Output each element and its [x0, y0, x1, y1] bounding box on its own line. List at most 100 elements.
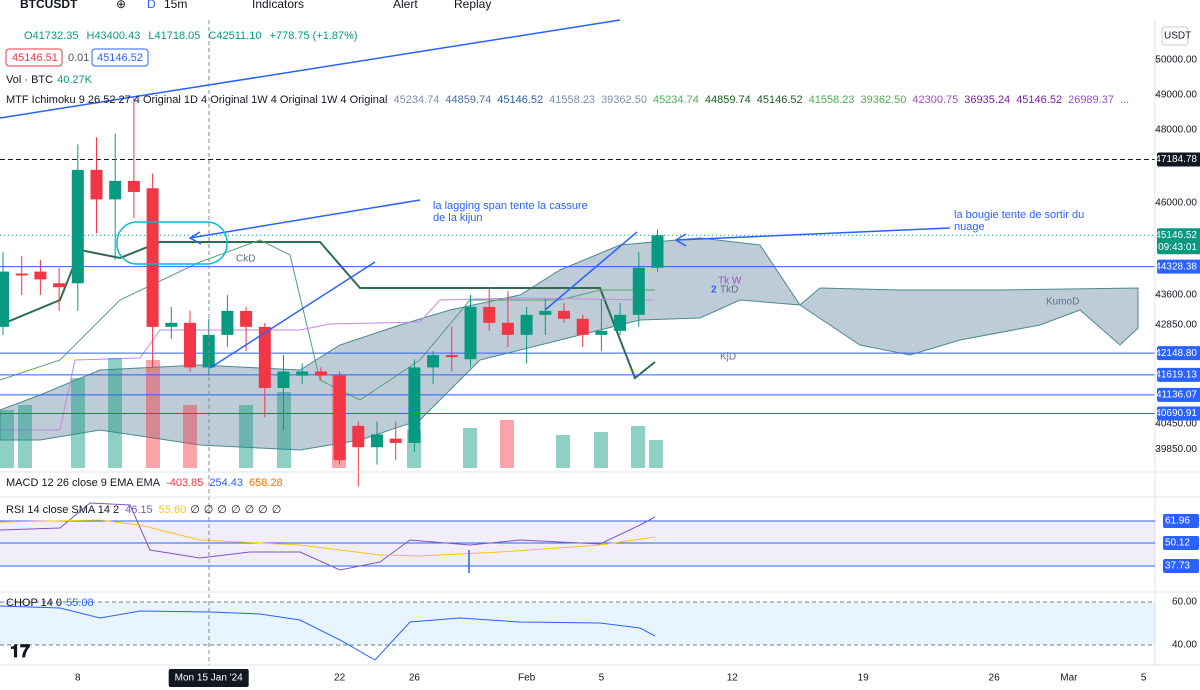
annotation: la lagging span tente la cassure [433, 200, 588, 212]
candle-body [34, 271, 47, 280]
candle-body [558, 310, 570, 319]
rsi-extra: ∅ [231, 504, 241, 516]
candle-body [389, 438, 402, 443]
ichimoku-value: 45146.52 [757, 94, 803, 106]
macd-value: 254.43 [209, 477, 243, 489]
volume: Vol · BTC [6, 74, 53, 86]
chop-tick-label: 60.00 [1172, 597, 1197, 608]
price-label: 44328.38 [1155, 261, 1197, 272]
price-label-box [1157, 259, 1200, 274]
candle-body [109, 180, 122, 200]
macd-value: 658.28 [249, 477, 283, 489]
chart-label: KumoD [1046, 297, 1079, 308]
candle-body [258, 326, 271, 389]
annotation: de la kijun [433, 212, 483, 224]
price-label: 45146.52 [1155, 230, 1197, 241]
date-label: 5 [599, 673, 605, 684]
chop-title: CHOP 14 0 [6, 597, 62, 609]
currency[interactable]: USDT [1164, 31, 1191, 42]
ichimoku-value: 36935.24 [964, 94, 1010, 106]
rsi-extra: ∅ [245, 504, 255, 516]
ask[interactable]: 45146.52 [97, 52, 143, 64]
arrow-line [189, 199, 421, 239]
candle-body [408, 367, 421, 443]
add-button[interactable]: ⊕ [116, 0, 126, 11]
candle-body [595, 330, 608, 335]
buy-box[interactable] [91, 48, 149, 67]
macd-value: -403.85 [166, 477, 203, 489]
replay[interactable]: Replay [454, 0, 491, 11]
candle-body [127, 180, 140, 192]
candle-body [632, 267, 645, 315]
symbol[interactable]: BTCUSDT [20, 0, 78, 11]
chart-label: 2 [711, 285, 717, 296]
ichimoku-value: 45146.52 [1016, 94, 1062, 106]
rsi-level-box [1163, 514, 1199, 529]
candle-body [0, 271, 9, 327]
candle-body [427, 355, 440, 368]
kijun-line [0, 241, 656, 380]
cursor-label: Mon 15 Jan '24 [175, 673, 244, 684]
countdown: 09:43:01 [1158, 242, 1197, 253]
ichimoku-value: 39362.50 [861, 94, 907, 106]
price-tick-label: 40450.00 [1155, 418, 1197, 429]
candle-body [333, 375, 346, 461]
price-label: 41619.13 [1155, 369, 1197, 380]
ichimoku-value: 45234.74 [653, 94, 699, 106]
candle-body [240, 310, 253, 327]
price-tick-label: 43600.00 [1155, 290, 1197, 301]
date-label: Mar [1060, 673, 1078, 684]
trend-line [0, 19, 621, 119]
chart-label: CkD [236, 254, 255, 265]
ichimoku-value: ... [1120, 94, 1129, 106]
sell-box[interactable] [5, 48, 63, 67]
candle-body [520, 314, 533, 335]
ichimoku-value: 42300.75 [912, 94, 958, 106]
price-label: 42148.80 [1155, 348, 1197, 359]
candle-body [277, 371, 290, 389]
ohlc: L41718.05 [148, 30, 200, 42]
rsi-value: 46.15 [125, 504, 153, 516]
trend-line [209, 261, 376, 369]
price-label-box [1157, 346, 1200, 361]
chart-label: KjD [720, 352, 736, 363]
currency-box[interactable] [1161, 26, 1189, 46]
tenkan-line [0, 239, 655, 401]
toolbar [0, 0, 1200, 14]
candle-body [221, 310, 234, 335]
rsi-legend: RSI 14 close SMA 14 2 46.15 55.60 ∅ ∅ ∅ ∅ ∅ ∅ ∅ [6, 504, 281, 516]
rsi-level-label: 50.12 [1165, 538, 1190, 549]
candle-body [539, 310, 552, 315]
rsi-extra: ∅ [204, 504, 214, 516]
date-label: 26 [989, 673, 1001, 684]
bid[interactable]: 45146.51 [12, 52, 58, 64]
ichimoku-value: 44859.74 [445, 94, 491, 106]
price-label-box [1157, 406, 1200, 421]
candle-body [483, 306, 496, 323]
ohlc-legend: O41732.35 H43400.43 L41718.05 C42511.10 … [24, 30, 358, 42]
arrow-line [675, 227, 951, 241]
ichimoku-value: 41558.23 [809, 94, 855, 106]
rsi-level-box [1163, 535, 1199, 550]
alert[interactable]: Alert [393, 0, 418, 11]
chart-label: TkD [720, 285, 738, 296]
candles [0, 98, 664, 487]
rsi-title: RSI 14 close SMA 14 2 [6, 504, 119, 516]
ichimoku-value: 41558.23 [549, 94, 595, 106]
date-label: 12 [727, 673, 739, 684]
rsi-pane: 61.96 50.12 37.73 [0, 514, 1199, 573]
date-axis: 8 22 26 Feb 5 12 19 26 Mar 5 Mon 15 Jan '24 [75, 669, 1147, 687]
macd-title: MACD 12 26 close 9 EMA EMA [6, 477, 161, 489]
ohlc: O41732.35 [24, 30, 78, 42]
ichimoku-value: 26989.37 [1068, 94, 1114, 106]
mtf-line [0, 297, 656, 431]
rsi-line [0, 502, 656, 571]
interval[interactable]: 15m [164, 0, 187, 11]
candle-body [90, 169, 103, 200]
price-label: 41136.07 [1156, 390, 1197, 401]
period[interactable]: D [147, 0, 156, 11]
candle-body [501, 322, 514, 335]
indicators[interactable]: Indicators [252, 0, 304, 11]
candle-body [165, 322, 178, 327]
